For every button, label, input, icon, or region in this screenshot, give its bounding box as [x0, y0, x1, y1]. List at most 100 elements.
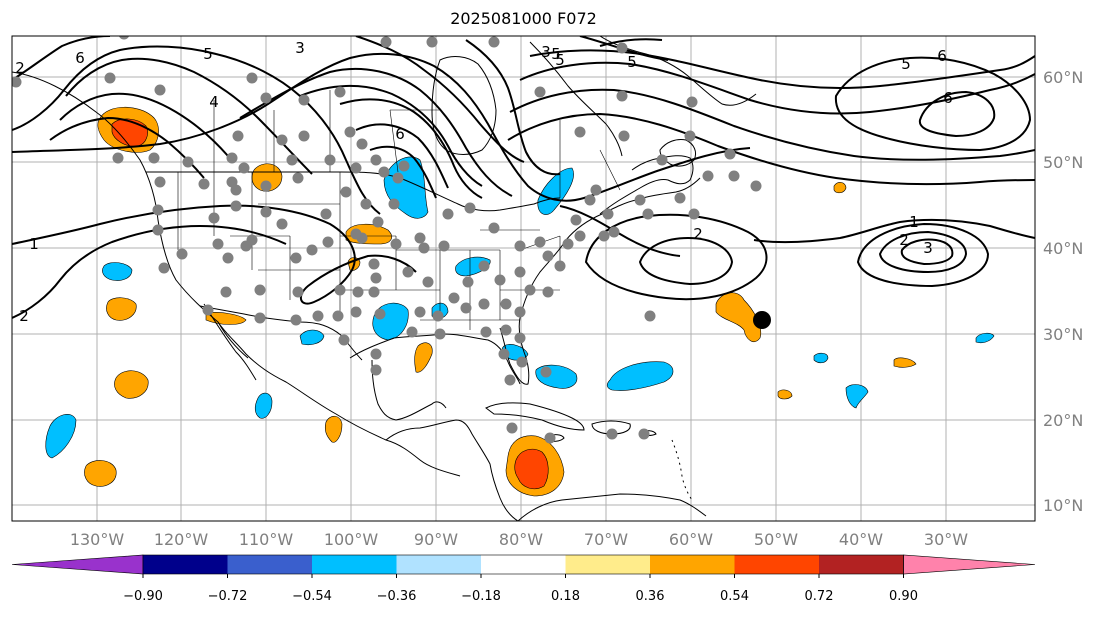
station-dot	[298, 130, 310, 142]
contour-atlantic-low-outer	[584, 213, 768, 301]
orange-region-atlantic-east	[715, 292, 762, 342]
coastlines-borders	[12, 36, 757, 521]
contour-label: 6	[937, 47, 947, 65]
station-dot	[608, 226, 620, 238]
station-dot	[534, 86, 546, 98]
station-dot	[642, 208, 654, 220]
contour-label: 5	[901, 55, 911, 73]
station-dot	[232, 130, 244, 142]
station-dot	[634, 194, 646, 206]
us-mexico-border	[199, 305, 363, 361]
station-dot	[286, 154, 298, 166]
station-dot	[494, 274, 506, 286]
station-dot	[478, 298, 490, 310]
us-canada-border	[146, 171, 561, 212]
longitude-label: 110°W	[239, 530, 294, 549]
station-dot	[488, 36, 500, 48]
station-dot	[448, 292, 460, 304]
station-dot	[198, 178, 210, 190]
lesser-antilles	[671, 439, 693, 501]
orange-region-central-america	[324, 415, 343, 443]
station-dot	[370, 154, 382, 166]
blue-region-atlantic-subtropic	[606, 361, 674, 391]
latitude-label: 10°N	[1043, 496, 1083, 515]
station-dot	[238, 162, 250, 174]
station-dot	[208, 212, 220, 224]
station-dot	[514, 332, 526, 344]
station-dot	[544, 432, 556, 444]
station-dot	[158, 262, 170, 274]
station-dot	[392, 172, 404, 184]
station-dot	[306, 244, 318, 256]
station-dot	[360, 198, 372, 210]
orange-region-pacific-mid	[106, 297, 137, 321]
station-dot	[702, 170, 714, 182]
tropical-storm-position	[753, 311, 771, 329]
contour-west-2	[12, 224, 287, 319]
station-dot	[292, 172, 304, 184]
cuba	[485, 402, 585, 431]
contour-greenland-inner	[918, 90, 996, 138]
station-dot	[542, 250, 554, 262]
contour-ne-1	[529, 49, 1035, 89]
station-dot	[674, 192, 686, 204]
contour-label: 3	[541, 43, 551, 61]
contour-label: 5	[551, 45, 561, 63]
station-dot	[480, 326, 492, 338]
baja-california	[203, 303, 257, 381]
longitude-label: 90°W	[414, 530, 458, 549]
station-dot	[616, 42, 628, 54]
contour-north-2	[239, 67, 513, 197]
contour-label: 2	[899, 231, 909, 249]
station-dot	[226, 176, 238, 188]
station-dot	[498, 348, 510, 360]
red-region-pacific-nw	[111, 118, 148, 147]
station-dot	[504, 374, 516, 386]
contour-label: 3	[923, 239, 933, 257]
station-dot	[378, 166, 390, 178]
red-region-caribbean	[514, 448, 549, 490]
colorbar-segment	[312, 555, 397, 574]
latitude-label: 60°N	[1043, 68, 1083, 87]
station-dot	[338, 334, 350, 346]
longitude-label: 130°W	[70, 530, 125, 549]
contour-north-5	[355, 123, 449, 189]
labrador-coast	[529, 41, 623, 157]
gulf-of-california	[217, 321, 249, 359]
station-dot	[332, 310, 344, 322]
colorbar-segment	[734, 555, 819, 574]
station-dot	[104, 72, 116, 84]
colorbar-tick-label: −0.18	[461, 589, 501, 604]
latitude-label: 20°N	[1043, 411, 1083, 430]
station-dot	[438, 240, 450, 252]
blue-region-texas-west	[299, 329, 325, 346]
station-dot	[176, 248, 188, 260]
orange-region-pacific-far-south	[84, 460, 117, 487]
station-dot	[368, 258, 380, 270]
station-dot	[202, 304, 214, 316]
station-dot	[230, 200, 242, 212]
contour-label: 5	[203, 45, 213, 63]
station-dot	[562, 238, 574, 250]
contour-north-4	[339, 98, 483, 199]
colorbar-segment	[143, 555, 228, 574]
station-dot	[418, 242, 430, 254]
north-america-west-coast	[12, 71, 461, 477]
station-dot	[728, 170, 740, 182]
map-title: 2025081000 F072	[450, 9, 597, 28]
gulf-of-mexico-coast	[349, 333, 521, 421]
station-dot	[524, 284, 536, 296]
station-dot	[516, 356, 528, 368]
station-dot	[574, 230, 586, 242]
station-dot	[276, 134, 288, 146]
station-dot	[356, 232, 368, 244]
station-dot	[226, 152, 238, 164]
station-dot	[322, 236, 334, 248]
contour-east-low-inner	[900, 238, 954, 266]
station-dot	[606, 428, 618, 440]
latitude-label: 50°N	[1043, 153, 1083, 172]
contour-label: 6	[395, 125, 405, 143]
